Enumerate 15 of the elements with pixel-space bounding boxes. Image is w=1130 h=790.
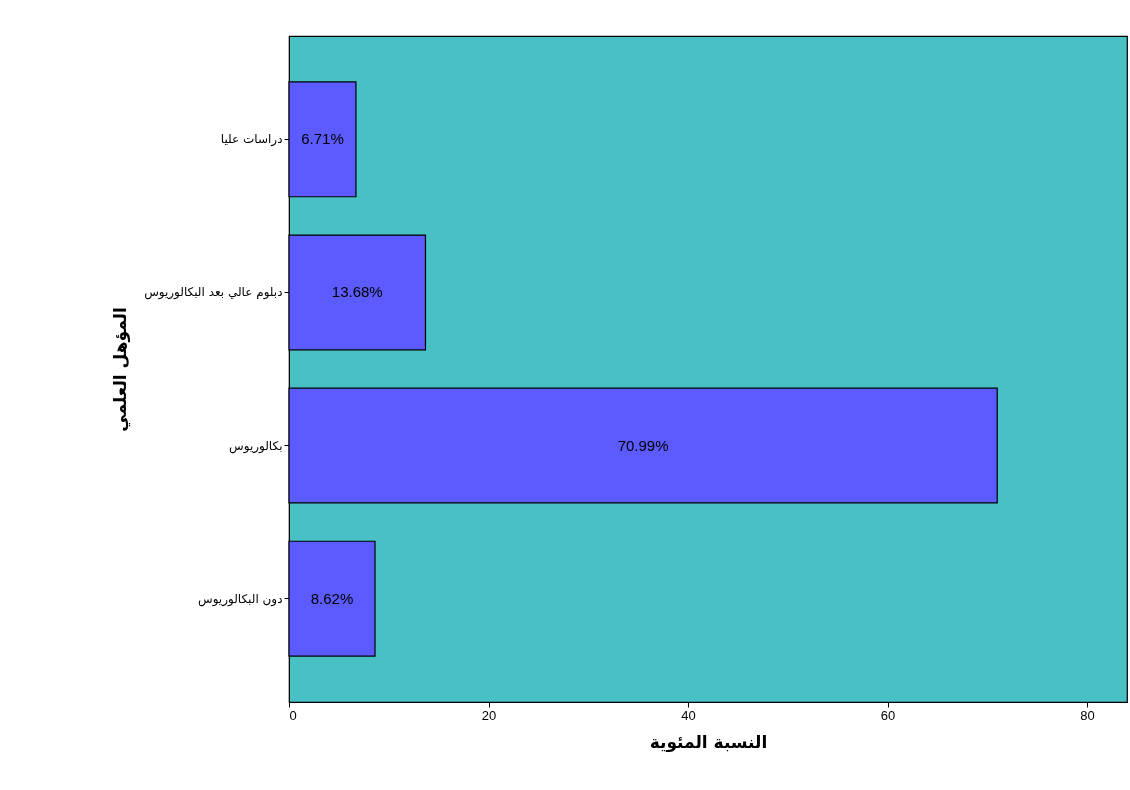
data-label: 8.62% <box>310 589 354 607</box>
y-tick-label: دبلوم عالي بعد البكالوريوس <box>144 285 283 301</box>
data-label: 6.71% <box>301 130 344 148</box>
y-tick-label: دون البكالوريوس <box>198 591 283 607</box>
y-tick-label: بكالوريوس <box>229 438 283 454</box>
x-tick-label: 20 <box>481 707 497 723</box>
x-tick-label: 0 <box>289 707 297 723</box>
data-label: 70.99% <box>617 436 669 454</box>
x-axis-title: النسبة المئوية <box>649 731 768 753</box>
x-tick-label: 40 <box>681 707 696 723</box>
x-tick-label: 60 <box>880 707 896 723</box>
x-tick-label: 80 <box>1080 707 1095 723</box>
y-tick-label: دراسات عليا <box>220 132 283 148</box>
y-axis-title: المؤهل العلمي <box>110 307 132 432</box>
data-label: 13.68% <box>331 283 383 301</box>
